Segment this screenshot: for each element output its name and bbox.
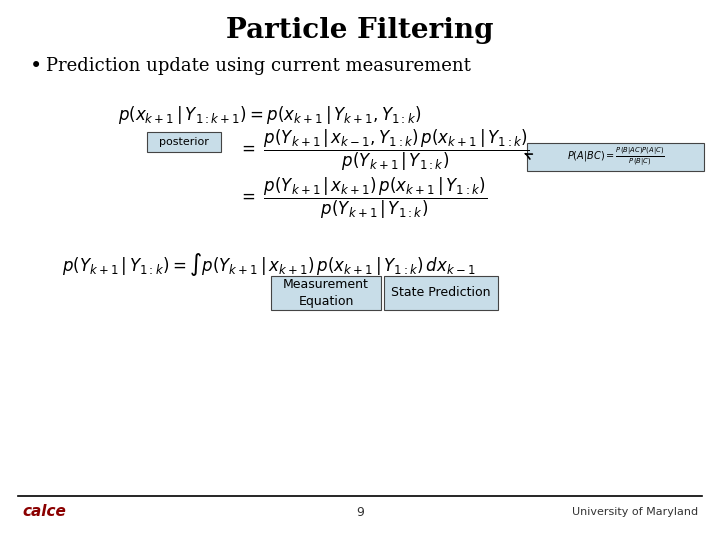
Text: Measurement
Equation: Measurement Equation bbox=[283, 279, 369, 307]
Text: Prediction update using current measurement: Prediction update using current measurem… bbox=[46, 57, 471, 75]
Text: University of Maryland: University of Maryland bbox=[572, 507, 698, 517]
Text: Particle Filtering: Particle Filtering bbox=[226, 17, 494, 44]
FancyBboxPatch shape bbox=[147, 132, 221, 152]
FancyBboxPatch shape bbox=[384, 276, 498, 310]
Text: State Prediction: State Prediction bbox=[391, 287, 491, 300]
Text: $=\ \dfrac{p(Y_{k+1}\,|\,x_{k+1})\,p(x_{k+1}\,|\,Y_{1:k})}{p(Y_{k+1}\,|\,Y_{1:k}: $=\ \dfrac{p(Y_{k+1}\,|\,x_{k+1})\,p(x_{… bbox=[238, 176, 487, 221]
Text: $P(A|BC)=\frac{P(B|AC)P(A|C)}{P(B|C)}$: $P(A|BC)=\frac{P(B|AC)P(A|C)}{P(B|C)}$ bbox=[567, 146, 665, 168]
Text: calce: calce bbox=[22, 504, 66, 519]
FancyBboxPatch shape bbox=[271, 276, 381, 310]
Text: posterior: posterior bbox=[159, 137, 209, 147]
Text: $p(x_{k+1}\,|\,Y_{1:k+1}) = p(x_{k+1}\,|\,Y_{k+1},Y_{1:k})$: $p(x_{k+1}\,|\,Y_{1:k+1}) = p(x_{k+1}\,|… bbox=[118, 104, 421, 126]
Text: $p(Y_{k+1}\,|\,Y_{1:k}) = \int p(Y_{k+1}\,|\,x_{k+1})\,p(x_{k+1}\,|\,Y_{1:k})\,d: $p(Y_{k+1}\,|\,Y_{1:k}) = \int p(Y_{k+1}… bbox=[62, 252, 476, 279]
Text: $=\ \dfrac{p(Y_{k+1}\,|\,x_{k-1},Y_{1:k})\,p(x_{k+1}\,|\,Y_{1:k})}{p(Y_{k+1}\,|\: $=\ \dfrac{p(Y_{k+1}\,|\,x_{k-1},Y_{1:k}… bbox=[238, 127, 529, 173]
Text: •: • bbox=[30, 56, 42, 76]
Text: 9: 9 bbox=[356, 505, 364, 518]
FancyBboxPatch shape bbox=[527, 143, 704, 171]
